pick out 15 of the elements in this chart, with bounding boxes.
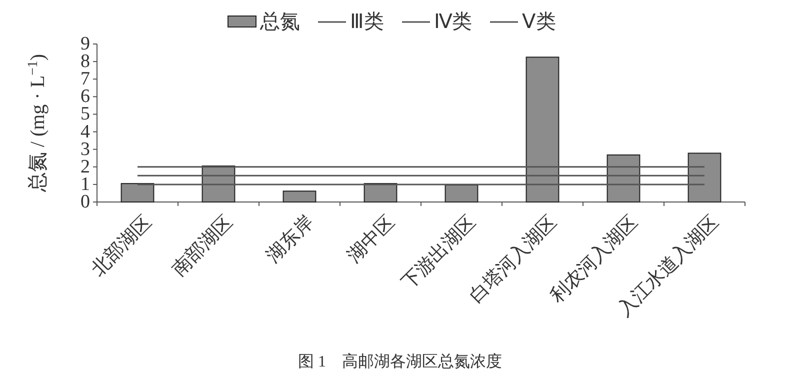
legend-label: Ⅲ类: [350, 11, 384, 33]
bar: [282, 190, 316, 202]
legend-label: 总氮: [259, 11, 300, 33]
bar: [688, 152, 722, 202]
bar: [444, 184, 478, 202]
legend-label: Ⅳ类: [434, 11, 472, 33]
x-tick-label: 湖东岸: [262, 212, 318, 267]
x-tick-label: 湖中区: [344, 212, 400, 267]
caption: 图 1 高邮湖各湖区总氮浓度: [298, 352, 502, 370]
bar: [120, 183, 154, 202]
x-tick-label: 北部湖区: [86, 211, 156, 280]
legend-label: Ⅴ类: [522, 11, 556, 33]
bar: [526, 56, 560, 202]
x-tick-label: 南部湖区: [168, 211, 238, 280]
bar: [364, 183, 398, 202]
